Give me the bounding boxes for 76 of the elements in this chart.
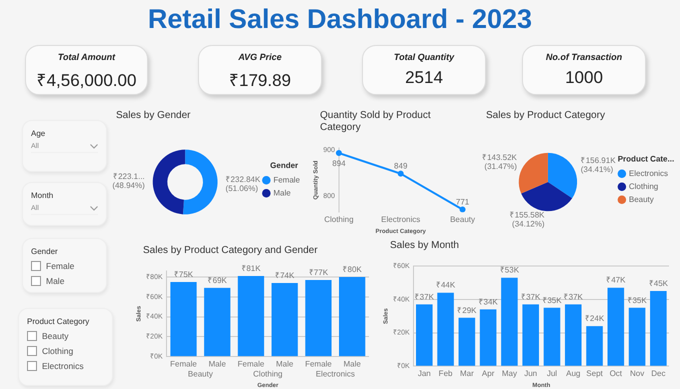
text: ₹81K — [241, 264, 261, 273]
text: ₹47K — [606, 276, 626, 285]
x-tick-label: Sept — [586, 369, 604, 378]
data-label: 894 — [332, 159, 346, 168]
text: ₹37K — [414, 292, 434, 302]
x-tick-label: Jun — [524, 369, 538, 378]
x-tick-label: Female — [305, 360, 332, 369]
text: ₹29K — [457, 306, 476, 315]
text: ₹35K — [542, 296, 562, 305]
text: ₹37K — [521, 292, 540, 302]
x-tick-label: Aug — [566, 369, 580, 378]
x-tick-label: Male — [343, 360, 362, 369]
data-label: ₹232.84K (51.06%) — [226, 174, 262, 193]
data-label: 849 — [394, 162, 408, 171]
text: Female — [46, 260, 74, 270]
x-tick-label: Apr — [482, 369, 495, 378]
text: ₹179.89 — [228, 70, 292, 91]
legend-title: Gender — [270, 160, 298, 170]
text: ₹77K — [308, 268, 328, 277]
text: No.of Transaction — [544, 52, 624, 62]
x-tick-label: Mar — [460, 369, 474, 378]
chart-title: Sales by Product Category — [486, 110, 606, 123]
text: Total Quantity — [392, 52, 456, 62]
data-label: ₹143.52K (31.47%) — [482, 153, 518, 172]
chart-title: Quantity Sold by Product Category — [320, 110, 432, 135]
text: ₹45K — [648, 279, 668, 288]
text: ₹80K — [342, 264, 362, 274]
x-tick-label: Jan — [418, 369, 431, 378]
text: 1000 — [564, 68, 604, 88]
legend-label: Clothing — [628, 182, 658, 192]
legend-title: Product Cate... — [618, 154, 674, 164]
x-tick-label: Male — [276, 360, 294, 369]
legend-label: Beauty — [628, 195, 654, 204]
text: Beauty — [42, 330, 68, 340]
data-label: ₹223.1... (48.94%) — [112, 172, 146, 190]
text: ₹37K — [564, 292, 583, 302]
text: Retail Sales Dashboard - 2023 — [146, 3, 534, 35]
x-tick-label: Female — [238, 360, 265, 369]
x-tick-label: Jul — [546, 369, 558, 378]
text: Male — [46, 276, 64, 286]
text: Gender — [31, 247, 59, 256]
chart-title: Sales by Gender — [116, 110, 192, 123]
x-tick-label: Male — [208, 360, 226, 369]
x-tick-label: Feb — [438, 369, 454, 378]
x-tick-label: Oct — [610, 369, 623, 378]
x-tick-label: Beauty — [450, 215, 475, 224]
data-label: 771 — [456, 197, 470, 206]
text: AVG Price — [237, 52, 283, 62]
x-tick-label: Female — [170, 360, 198, 369]
text: ₹4,56,000.00 — [36, 70, 138, 91]
text: ₹24K — [584, 314, 604, 324]
text: Age — [31, 129, 46, 138]
x-tick-label: May — [502, 369, 517, 378]
chart-title: Sales by Month — [390, 240, 460, 253]
x-tick-label: Clothing — [324, 215, 354, 224]
text: Total Amount — [56, 52, 116, 62]
data-label: ₹156.91K (34.41%) — [580, 156, 616, 174]
text: ₹53K — [500, 266, 520, 275]
legend-label: Female — [273, 176, 301, 185]
x-tick-label: Dec — [651, 369, 666, 378]
legend-label: Male — [273, 188, 292, 198]
text: Month — [31, 191, 54, 200]
text: ₹44K — [436, 280, 456, 290]
x-tick-label: Electronics — [381, 215, 420, 224]
chart-title: Sales by Product Category and Gender — [143, 245, 319, 258]
data-label: ₹155.58K (34.12%) — [510, 210, 546, 228]
text: Clothing — [42, 346, 74, 356]
text: ₹75K — [174, 270, 194, 279]
text: 2514 — [404, 68, 444, 88]
x-tick-label: Nov — [630, 369, 644, 378]
text: Product Category — [27, 317, 90, 326]
text: ₹69K — [208, 276, 227, 285]
legend-label: Electronics — [628, 169, 668, 178]
text: ₹74K — [275, 270, 294, 280]
text: ₹35K — [627, 296, 647, 305]
text: ₹34K — [478, 297, 498, 306]
